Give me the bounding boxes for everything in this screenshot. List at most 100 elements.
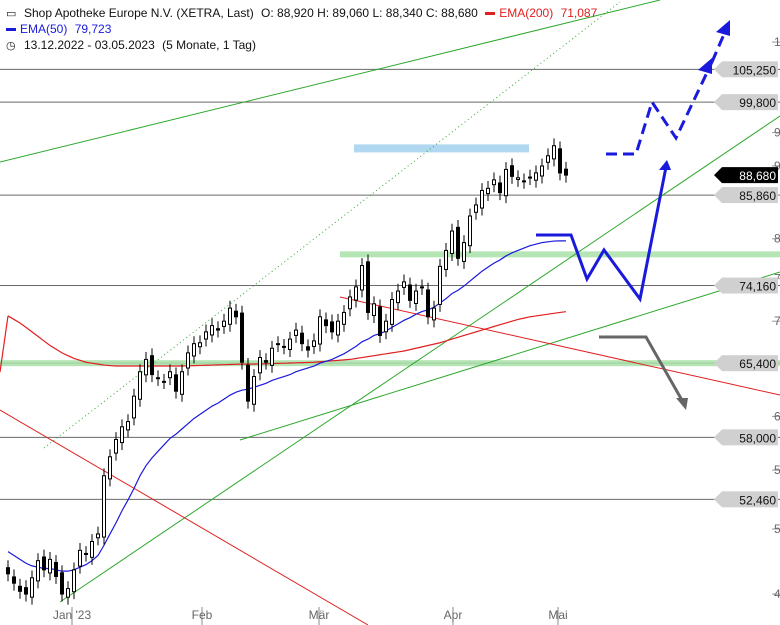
candle-body — [444, 249, 448, 270]
candle-body — [258, 357, 262, 374]
level-tag — [722, 61, 778, 78]
candle-body — [264, 360, 268, 363]
candle-body — [456, 226, 460, 259]
candle-body — [420, 286, 424, 289]
candle-body — [174, 374, 178, 392]
candlestick-icon: ▭ — [6, 8, 17, 20]
level-tag — [722, 277, 778, 294]
ohlc-values: O: 88,920 H: 89,060 L: 88,340 C: 88,680 — [261, 6, 478, 20]
level-tag-arrow — [714, 429, 722, 446]
candle-body — [384, 320, 388, 333]
candle-body — [270, 347, 274, 366]
forecast-arrowhead-dashed-2 — [716, 20, 730, 36]
forecast-arrowhead-dashed-1 — [698, 58, 712, 74]
level-tag — [722, 187, 778, 204]
candle-body — [204, 331, 208, 340]
x-tick-label: Apr — [444, 608, 463, 622]
bands-layer — [0, 144, 780, 367]
level-label: 99,800 — [739, 96, 776, 110]
forecast-path-up — [536, 166, 668, 303]
candle-body — [300, 332, 304, 345]
candle-body — [324, 319, 328, 327]
x-tick-label: Jan '23 — [53, 608, 92, 622]
candle-body — [198, 342, 202, 348]
candle-body — [96, 533, 100, 539]
trendline-upper-channel — [0, 0, 661, 163]
y-tick-label: 80,000 — [774, 232, 780, 246]
forecast-layer — [536, 20, 730, 410]
candle-body — [348, 296, 352, 310]
level-label: 58,000 — [739, 431, 776, 445]
forecast-path-dashed — [606, 61, 714, 156]
candle-body — [36, 560, 40, 582]
clock-icon: ◷ — [6, 40, 16, 52]
forecast-arrowhead-down — [676, 398, 688, 410]
trendline-main-support — [59, 115, 780, 603]
candle-body — [342, 311, 346, 325]
ema50-line — [7, 240, 567, 572]
trendline-secondary-support — [239, 271, 780, 441]
moving-averages-layer — [0, 240, 567, 572]
x-tick-label: Feb — [192, 608, 213, 622]
trendline-red-down — [0, 409, 369, 625]
candle-body — [18, 585, 22, 592]
level-tag-arrow — [714, 187, 722, 204]
level-tag-arrow — [714, 491, 722, 508]
candle-body — [216, 328, 220, 331]
resistance-band — [354, 144, 529, 153]
candle-body — [504, 168, 508, 197]
candle-body — [60, 572, 64, 595]
y-tick-label: 95,000 — [774, 126, 780, 140]
level-label: 85,860 — [739, 189, 776, 203]
y-tick-label: 45,000 — [774, 587, 780, 601]
candle-body — [102, 475, 106, 538]
candle-body — [54, 561, 58, 577]
level-tag — [722, 491, 778, 508]
candle-body — [150, 355, 154, 376]
candle-body — [66, 588, 70, 598]
level-label: 52,460 — [739, 493, 776, 507]
axis-layer: 110,00095,00090,00080,00075,00070,00060,… — [53, 35, 780, 625]
grid-layer — [0, 68, 780, 500]
candle-body — [546, 155, 550, 163]
candle-body — [540, 165, 544, 177]
level-tag-arrow — [714, 355, 722, 372]
candle-body — [168, 371, 172, 379]
candle-body — [306, 346, 310, 351]
y-tick-label: 55,000 — [774, 463, 780, 477]
candle-body — [516, 177, 520, 180]
candle-body — [234, 310, 238, 318]
candle-body — [366, 261, 370, 313]
candle-body — [48, 558, 52, 574]
candle-body — [84, 552, 88, 555]
candle-body — [312, 340, 316, 347]
level-label: 65,400 — [739, 357, 776, 371]
candle-body — [378, 306, 382, 336]
candle-body — [294, 329, 298, 336]
level-label: 74,160 — [739, 280, 776, 294]
candle-body — [432, 307, 436, 321]
candles-layer — [6, 138, 568, 605]
ema200-line — [7, 311, 567, 367]
instrument-title: Shop Apotheke Europe N.V. (XETRA, Last) — [24, 6, 254, 20]
candle-body — [414, 290, 418, 304]
candle-body — [510, 165, 514, 177]
candle-body — [318, 316, 322, 345]
candle-body — [12, 576, 16, 584]
legend-line-2: EMA(50) 79,723 — [6, 22, 115, 36]
ema200-label: EMA(200) — [499, 6, 554, 20]
forecast-path-down — [599, 335, 685, 403]
candle-body — [120, 426, 124, 444]
level-tag-arrow — [714, 61, 722, 78]
candle-body — [138, 371, 142, 400]
candle-body — [426, 289, 430, 318]
level-tag-arrow — [714, 94, 722, 111]
x-tick-label: Mär — [309, 608, 330, 622]
candle-body — [186, 352, 190, 369]
candle-body — [192, 343, 196, 357]
candle-body — [6, 567, 10, 575]
level-tag — [722, 429, 778, 446]
legend-line-3: ◷ 13.12.2022 - 03.05.2023 (5 Monate, 1 Ta… — [6, 38, 260, 53]
candle-body — [42, 556, 46, 571]
